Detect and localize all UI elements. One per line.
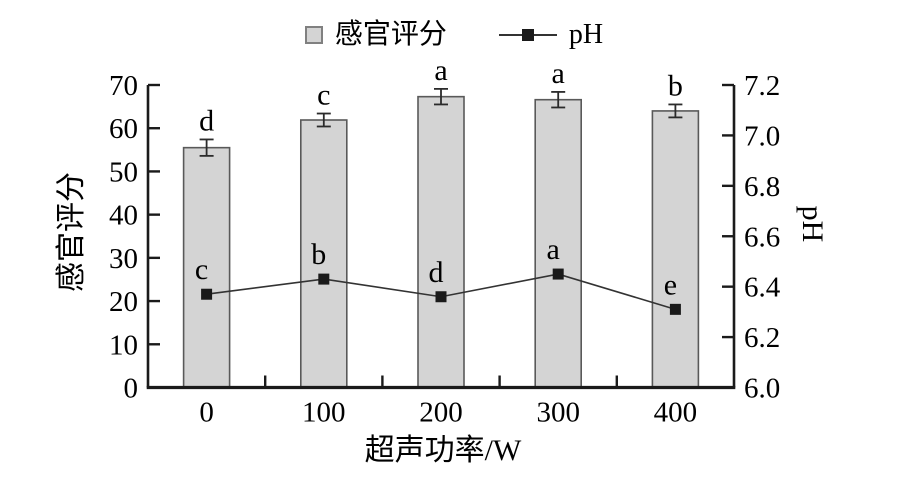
ph-sig-letter: e bbox=[664, 268, 677, 301]
ph-sig-letter: b bbox=[311, 238, 326, 271]
right-tick-label: 6.8 bbox=[744, 171, 780, 203]
left-tick-label: 10 bbox=[109, 329, 138, 361]
bar bbox=[651, 110, 700, 389]
bar-sig-letter: a bbox=[434, 54, 447, 87]
right-tick-label: 6.4 bbox=[744, 272, 781, 304]
x-category-label: 100 bbox=[302, 397, 346, 429]
ph-marker bbox=[201, 288, 213, 300]
ph-marker bbox=[435, 291, 447, 303]
left-tick-label: 70 bbox=[109, 70, 138, 102]
left-tick-label: 40 bbox=[109, 200, 138, 232]
legend-item-ph: pH bbox=[498, 19, 604, 50]
ph-sig-letter: a bbox=[547, 233, 560, 266]
ph-marker bbox=[318, 273, 330, 285]
left-tick-label: 20 bbox=[109, 286, 138, 318]
ph-marker bbox=[669, 303, 681, 315]
bar bbox=[417, 95, 465, 389]
left-tick-label: 30 bbox=[109, 243, 138, 275]
bar-swatch-icon bbox=[304, 26, 323, 44]
bar bbox=[534, 98, 583, 389]
bar bbox=[299, 119, 348, 389]
bar-sig-letter: a bbox=[552, 57, 565, 90]
x-axis-title: 超声功率/W bbox=[364, 434, 522, 467]
x-category-label: 400 bbox=[654, 397, 698, 429]
left-tick-label: 50 bbox=[109, 156, 138, 188]
ph-sig-letter: c bbox=[195, 253, 208, 286]
right-tick-label: 6.0 bbox=[744, 373, 780, 405]
right-tick-label: 7.0 bbox=[744, 120, 780, 152]
legend: 感官评分 pH bbox=[0, 18, 908, 52]
x-category-label: 200 bbox=[419, 397, 463, 429]
bar-sig-letter: b bbox=[668, 69, 683, 102]
legend-square-marker bbox=[521, 29, 534, 41]
left-tick-label: 0 bbox=[124, 373, 139, 405]
left-tick-label: 60 bbox=[109, 113, 138, 145]
bar-sig-letter: c bbox=[317, 79, 330, 112]
legend-item-sensory: 感官评分 bbox=[304, 19, 447, 50]
legend-label-ph: pH bbox=[568, 19, 604, 50]
right-tick-label: 6.6 bbox=[744, 221, 780, 253]
right-tick-label: 7.2 bbox=[744, 70, 780, 102]
line-marker-icon bbox=[498, 28, 557, 42]
ph-marker bbox=[552, 268, 564, 280]
x-category-label: 0 bbox=[199, 397, 214, 429]
x-category-label: 300 bbox=[536, 397, 580, 429]
right-tick-label: 6.2 bbox=[744, 322, 780, 354]
bar bbox=[182, 146, 231, 389]
ph-sig-letter: d bbox=[429, 256, 444, 289]
bar-sig-letter: d bbox=[199, 104, 214, 137]
legend-label-sensory: 感官评分 bbox=[334, 19, 447, 50]
